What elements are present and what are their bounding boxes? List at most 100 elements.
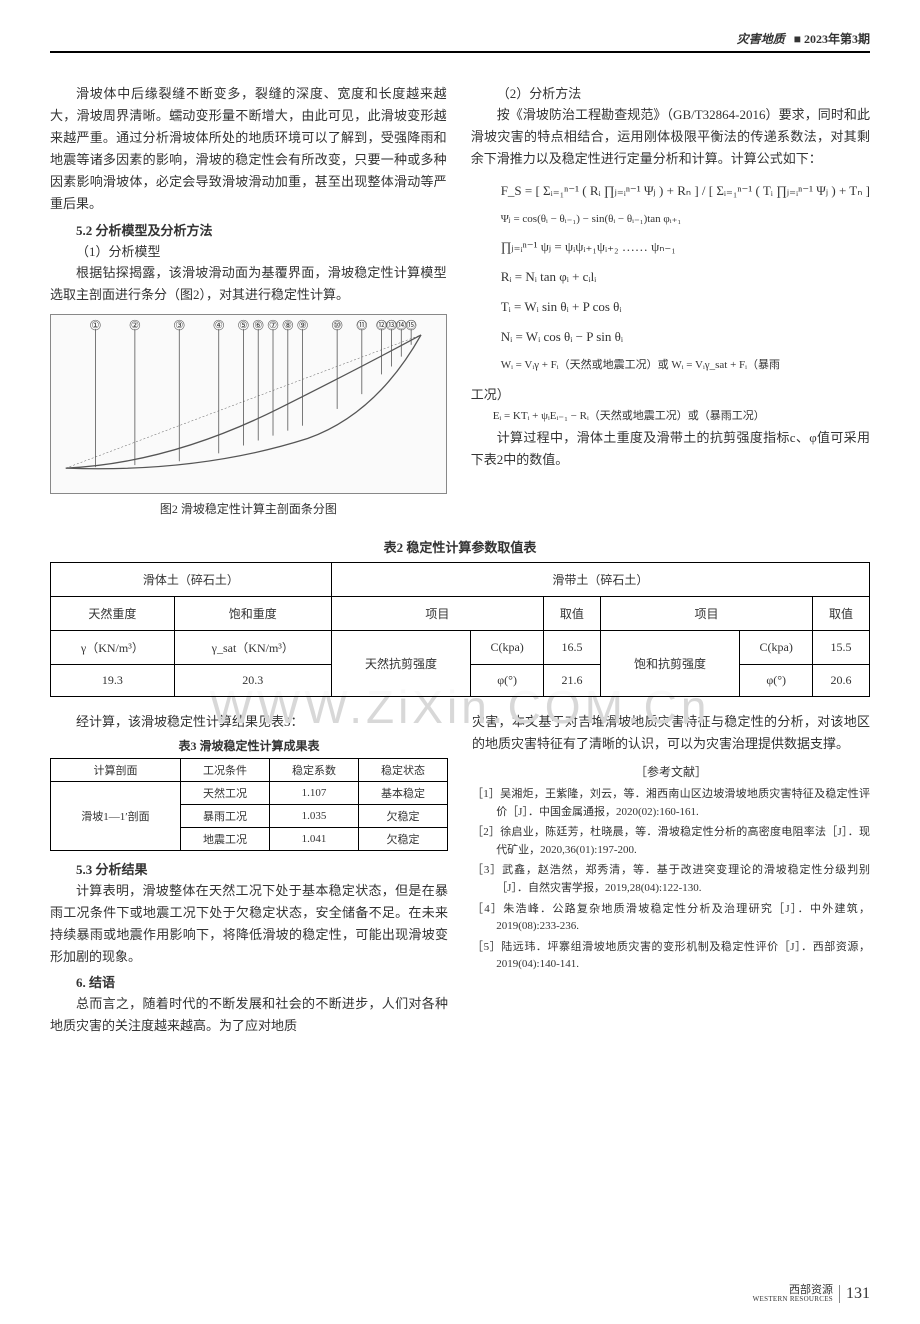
- table-cell: 饱和重度: [174, 596, 331, 630]
- table-3-results: 计算剖面 工况条件 稳定系数 稳定状态 滑坡1—1′剖面 天然工况 1.107 …: [50, 758, 448, 851]
- references-title: ［参考文献］: [472, 763, 870, 780]
- figure-2-caption: 图2 滑坡稳定性计算主剖面条分图: [50, 500, 447, 517]
- table-cell: 天然重度: [51, 596, 175, 630]
- upper-two-column: 滑坡体中后缘裂缝不断变多，裂缝的深度、宽度和长度越来越大，滑坡周界清晰。蠕动变形…: [50, 83, 870, 525]
- figure-2-diagram: ①②③④⑤⑥⑦⑧⑨⑩⑪⑫⑬⑭⑮: [50, 314, 447, 494]
- table-cell: C(kpa): [471, 630, 544, 664]
- table-cell: 稳定系数: [269, 758, 358, 781]
- table-cell: 计算剖面: [51, 758, 181, 781]
- reference-item: ［1］吴湘炬，王紫隆，刘云，等．湘西南山区边坡滑坡地质灾害特征及稳定性评价［J］…: [472, 786, 870, 821]
- page-header: 灾害地质 ■ 2023年第3期: [50, 30, 870, 53]
- formula-prod: ∏ⱼ₌ᵢⁿ⁻¹ ψⱼ = ψᵢψᵢ₊₁ψᵢ₊₂ …… ψₙ₋₁: [501, 234, 870, 260]
- table-2-title: 表2 稳定性计算参数取值表: [50, 537, 870, 556]
- svg-text:⑩: ⑩: [333, 320, 341, 330]
- paragraph: 按《滑坡防治工程勘查规范》（GB/T32864-2016）要求，同时和此滑坡灾害…: [471, 104, 870, 170]
- paragraph: 计算表明，滑坡整体在天然工况下处于基本稳定状态，但是在暴雨工况条件下或地震工况下…: [50, 880, 448, 968]
- table-3-title: 表3 滑坡稳定性计算成果表: [50, 737, 448, 754]
- table-cell: γ_sat（KN/m³）: [174, 630, 331, 664]
- table-cell: 天然工况: [180, 781, 269, 804]
- table-cell: φ(°): [740, 664, 813, 696]
- table-cell: 滑带土（碎石土）: [331, 562, 869, 596]
- formula-block: F_S = [ Σᵢ₌₁ⁿ⁻¹ ( Rᵢ ∏ⱼ₌ᵢⁿ⁻¹ Ψⱼ ) + Rₙ ]…: [501, 178, 870, 376]
- svg-text:③: ③: [175, 320, 183, 330]
- table-cell: 欠稳定: [358, 827, 447, 850]
- table-cell: C(kpa): [740, 630, 813, 664]
- table-cell: 16.5: [544, 630, 601, 664]
- paragraph: 计算过程中，滑体土重度及滑带土的抗剪强度指标c、φ值可采用下表2中的数值。: [471, 427, 870, 471]
- references-list: ［1］吴湘炬，王紫隆，刘云，等．湘西南山区边坡滑坡地质灾害特征及稳定性评价［J］…: [472, 786, 870, 974]
- formula-ei: Eᵢ = KTᵢ + ψᵢEᵢ₋₁ − Rᵢ（天然或地震工况）或（暴雨工况）: [471, 407, 870, 423]
- table-cell: 饱和抗剪强度: [600, 630, 739, 696]
- paragraph: 灾害，本文基于对吉堆滑坡地质灾害特征与稳定性的分析，对该地区的地质灾害特征有了清…: [472, 711, 870, 755]
- svg-text:⑨: ⑨: [299, 320, 307, 330]
- reference-item: ［5］陆远玮．坪寨组滑坡地质灾害的变形机制及稳定性评价［J］．西部资源，2019…: [472, 939, 870, 974]
- table-cell: 19.3: [51, 664, 175, 696]
- page-number: 131: [839, 1285, 870, 1303]
- table-cell: γ（KN/m³）: [51, 630, 175, 664]
- table-cell: 1.041: [269, 827, 358, 850]
- formula-wi-cont: 工况）: [471, 384, 870, 403]
- table-cell: 20.6: [813, 664, 870, 696]
- table-cell: 取值: [544, 596, 601, 630]
- lower-two-column: 经计算，该滑坡稳定性计算结果见表3： 表3 滑坡稳定性计算成果表 计算剖面 工况…: [50, 711, 870, 1040]
- section-6: 6. 结语: [50, 972, 448, 991]
- formula-wi: Wᵢ = Vᵢγ + Fᵢ（天然或地震工况）或 Wᵢ = Vᵢγ_sat + F…: [501, 354, 870, 376]
- svg-text:⑬: ⑬: [387, 320, 396, 330]
- table-cell: 天然抗剪强度: [331, 630, 470, 696]
- paragraph: 滑坡体中后缘裂缝不断变多，裂缝的深度、宽度和长度越来越大，滑坡周界清晰。蠕动变形…: [50, 83, 447, 216]
- table-cell: 21.6: [544, 664, 601, 696]
- table-cell: 基本稳定: [358, 781, 447, 804]
- formula-fs: F_S = [ Σᵢ₌₁ⁿ⁻¹ ( Rᵢ ∏ⱼ₌ᵢⁿ⁻¹ Ψⱼ ) + Rₙ ]…: [501, 178, 870, 204]
- svg-text:⑫: ⑫: [377, 320, 386, 330]
- lower-right-column: 灾害，本文基于对吉堆滑坡地质灾害特征与稳定性的分析，对该地区的地质灾害特征有了清…: [472, 711, 870, 1040]
- subsection-2: （2）分析方法: [471, 83, 870, 102]
- svg-text:⑥: ⑥: [254, 320, 262, 330]
- svg-text:④: ④: [215, 320, 223, 330]
- svg-text:⑤: ⑤: [239, 320, 247, 330]
- table-cell: 滑体土（碎石土）: [51, 562, 332, 596]
- table-cell: 稳定状态: [358, 758, 447, 781]
- table-cell: 暴雨工况: [180, 804, 269, 827]
- formula-psi: Ψⱼ = cos(θᵢ − θᵢ₋₁) − sin(θᵢ − θᵢ₋₁)tan …: [501, 208, 870, 230]
- journal-name: 西部资源 WESTERN RESOURCES: [753, 1284, 833, 1304]
- svg-text:⑪: ⑪: [357, 320, 366, 330]
- table-cell: 项目: [331, 596, 543, 630]
- section-5-2: 5.2 分析模型及分析方法: [50, 220, 447, 239]
- table-cell: 项目: [600, 596, 812, 630]
- header-issue: ■ 2023年第3期: [794, 32, 870, 46]
- slope-slice-svg: ①②③④⑤⑥⑦⑧⑨⑩⑪⑫⑬⑭⑮: [51, 315, 446, 493]
- paragraph: 总而言之，随着时代的不断发展和社会的不断进步，人们对各种地质灾害的关注度越来越高…: [50, 993, 448, 1037]
- page-footer: 西部资源 WESTERN RESOURCES 131: [753, 1284, 870, 1304]
- table-cell: 地震工况: [180, 827, 269, 850]
- paragraph: 经计算，该滑坡稳定性计算结果见表3：: [50, 711, 448, 733]
- right-column: （2）分析方法 按《滑坡防治工程勘查规范》（GB/T32864-2016）要求，…: [471, 83, 870, 525]
- lower-left-column: 经计算，该滑坡稳定性计算结果见表3： 表3 滑坡稳定性计算成果表 计算剖面 工况…: [50, 711, 448, 1040]
- left-column: 滑坡体中后缘裂缝不断变多，裂缝的深度、宽度和长度越来越大，滑坡周界清晰。蠕动变形…: [50, 83, 447, 525]
- table-cell: 取值: [813, 596, 870, 630]
- table-cell: 欠稳定: [358, 804, 447, 827]
- header-category: 灾害地质: [737, 32, 785, 46]
- formula-ni: Nᵢ = Wᵢ cos θᵢ − P sin θᵢ: [501, 324, 870, 350]
- formula-ri: Rᵢ = Nᵢ tan φᵢ + cᵢlᵢ: [501, 264, 870, 290]
- svg-text:⑦: ⑦: [269, 320, 277, 330]
- reference-item: ［4］朱浩峰．公路复杂地质滑坡稳定性分析及治理研究［J］．中外建筑，2019(0…: [472, 901, 870, 936]
- reference-item: ［3］武鑫，赵浩然，郑秀清，等．基于改进突变理论的滑坡稳定性分级判别［J］．自然…: [472, 862, 870, 897]
- table-cell: 工况条件: [180, 758, 269, 781]
- svg-text:⑮: ⑮: [407, 320, 416, 330]
- table-cell: 滑坡1—1′剖面: [51, 781, 181, 850]
- svg-text:⑭: ⑭: [397, 320, 406, 330]
- paragraph: 根据钻探揭露，该滑坡滑动面为基覆界面，滑坡稳定性计算模型选取主剖面进行条分（图2…: [50, 262, 447, 306]
- formula-ti: Tᵢ = Wᵢ sin θᵢ + P cos θᵢ: [501, 294, 870, 320]
- table-cell: 1.107: [269, 781, 358, 804]
- table-cell: 1.035: [269, 804, 358, 827]
- table-cell: 20.3: [174, 664, 331, 696]
- reference-item: ［2］徐启业，陈廷芳，杜晓晨，等．滑坡稳定性分析的高密度电阻率法［J］．现代矿业…: [472, 824, 870, 859]
- subsection-1: （1）分析模型: [50, 241, 447, 260]
- journal-en: WESTERN RESOURCES: [753, 1296, 833, 1304]
- svg-text:⑧: ⑧: [284, 320, 292, 330]
- svg-text:①: ①: [91, 320, 99, 330]
- table-cell: φ(°): [471, 664, 544, 696]
- table-2-parameters: 滑体土（碎石土） 滑带土（碎石土） 天然重度 饱和重度 项目 取值 项目 取值 …: [50, 562, 870, 697]
- table-cell: 15.5: [813, 630, 870, 664]
- section-5-3: 5.3 分析结果: [50, 859, 448, 878]
